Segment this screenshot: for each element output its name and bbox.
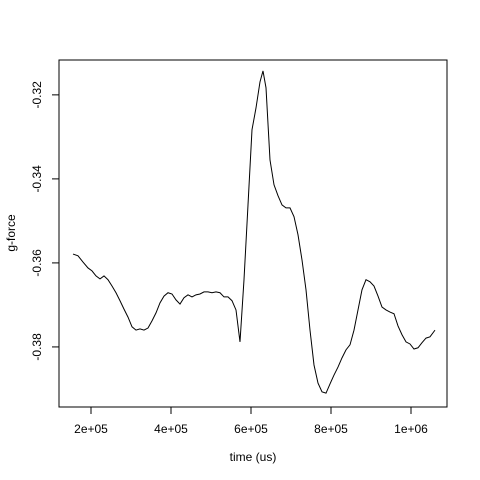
y-axis-label: g-force xyxy=(4,214,18,252)
x-tick-label: 1e+06 xyxy=(394,422,428,436)
plot-box xyxy=(58,59,448,408)
x-axis-label: time (us) xyxy=(230,450,277,464)
y-tick-label: -0.38 xyxy=(30,333,44,361)
x-tick-label: 2e+05 xyxy=(74,422,108,436)
y-tick-label: -0.34 xyxy=(30,165,44,193)
y-tick-label: -0.36 xyxy=(30,249,44,277)
data-line xyxy=(72,70,436,394)
y-tick-label: -0.32 xyxy=(30,81,44,109)
x-tick-label: 4e+05 xyxy=(154,422,188,436)
x-tick-label: 6e+05 xyxy=(234,422,268,436)
x-tick-label: 8e+05 xyxy=(314,422,348,436)
